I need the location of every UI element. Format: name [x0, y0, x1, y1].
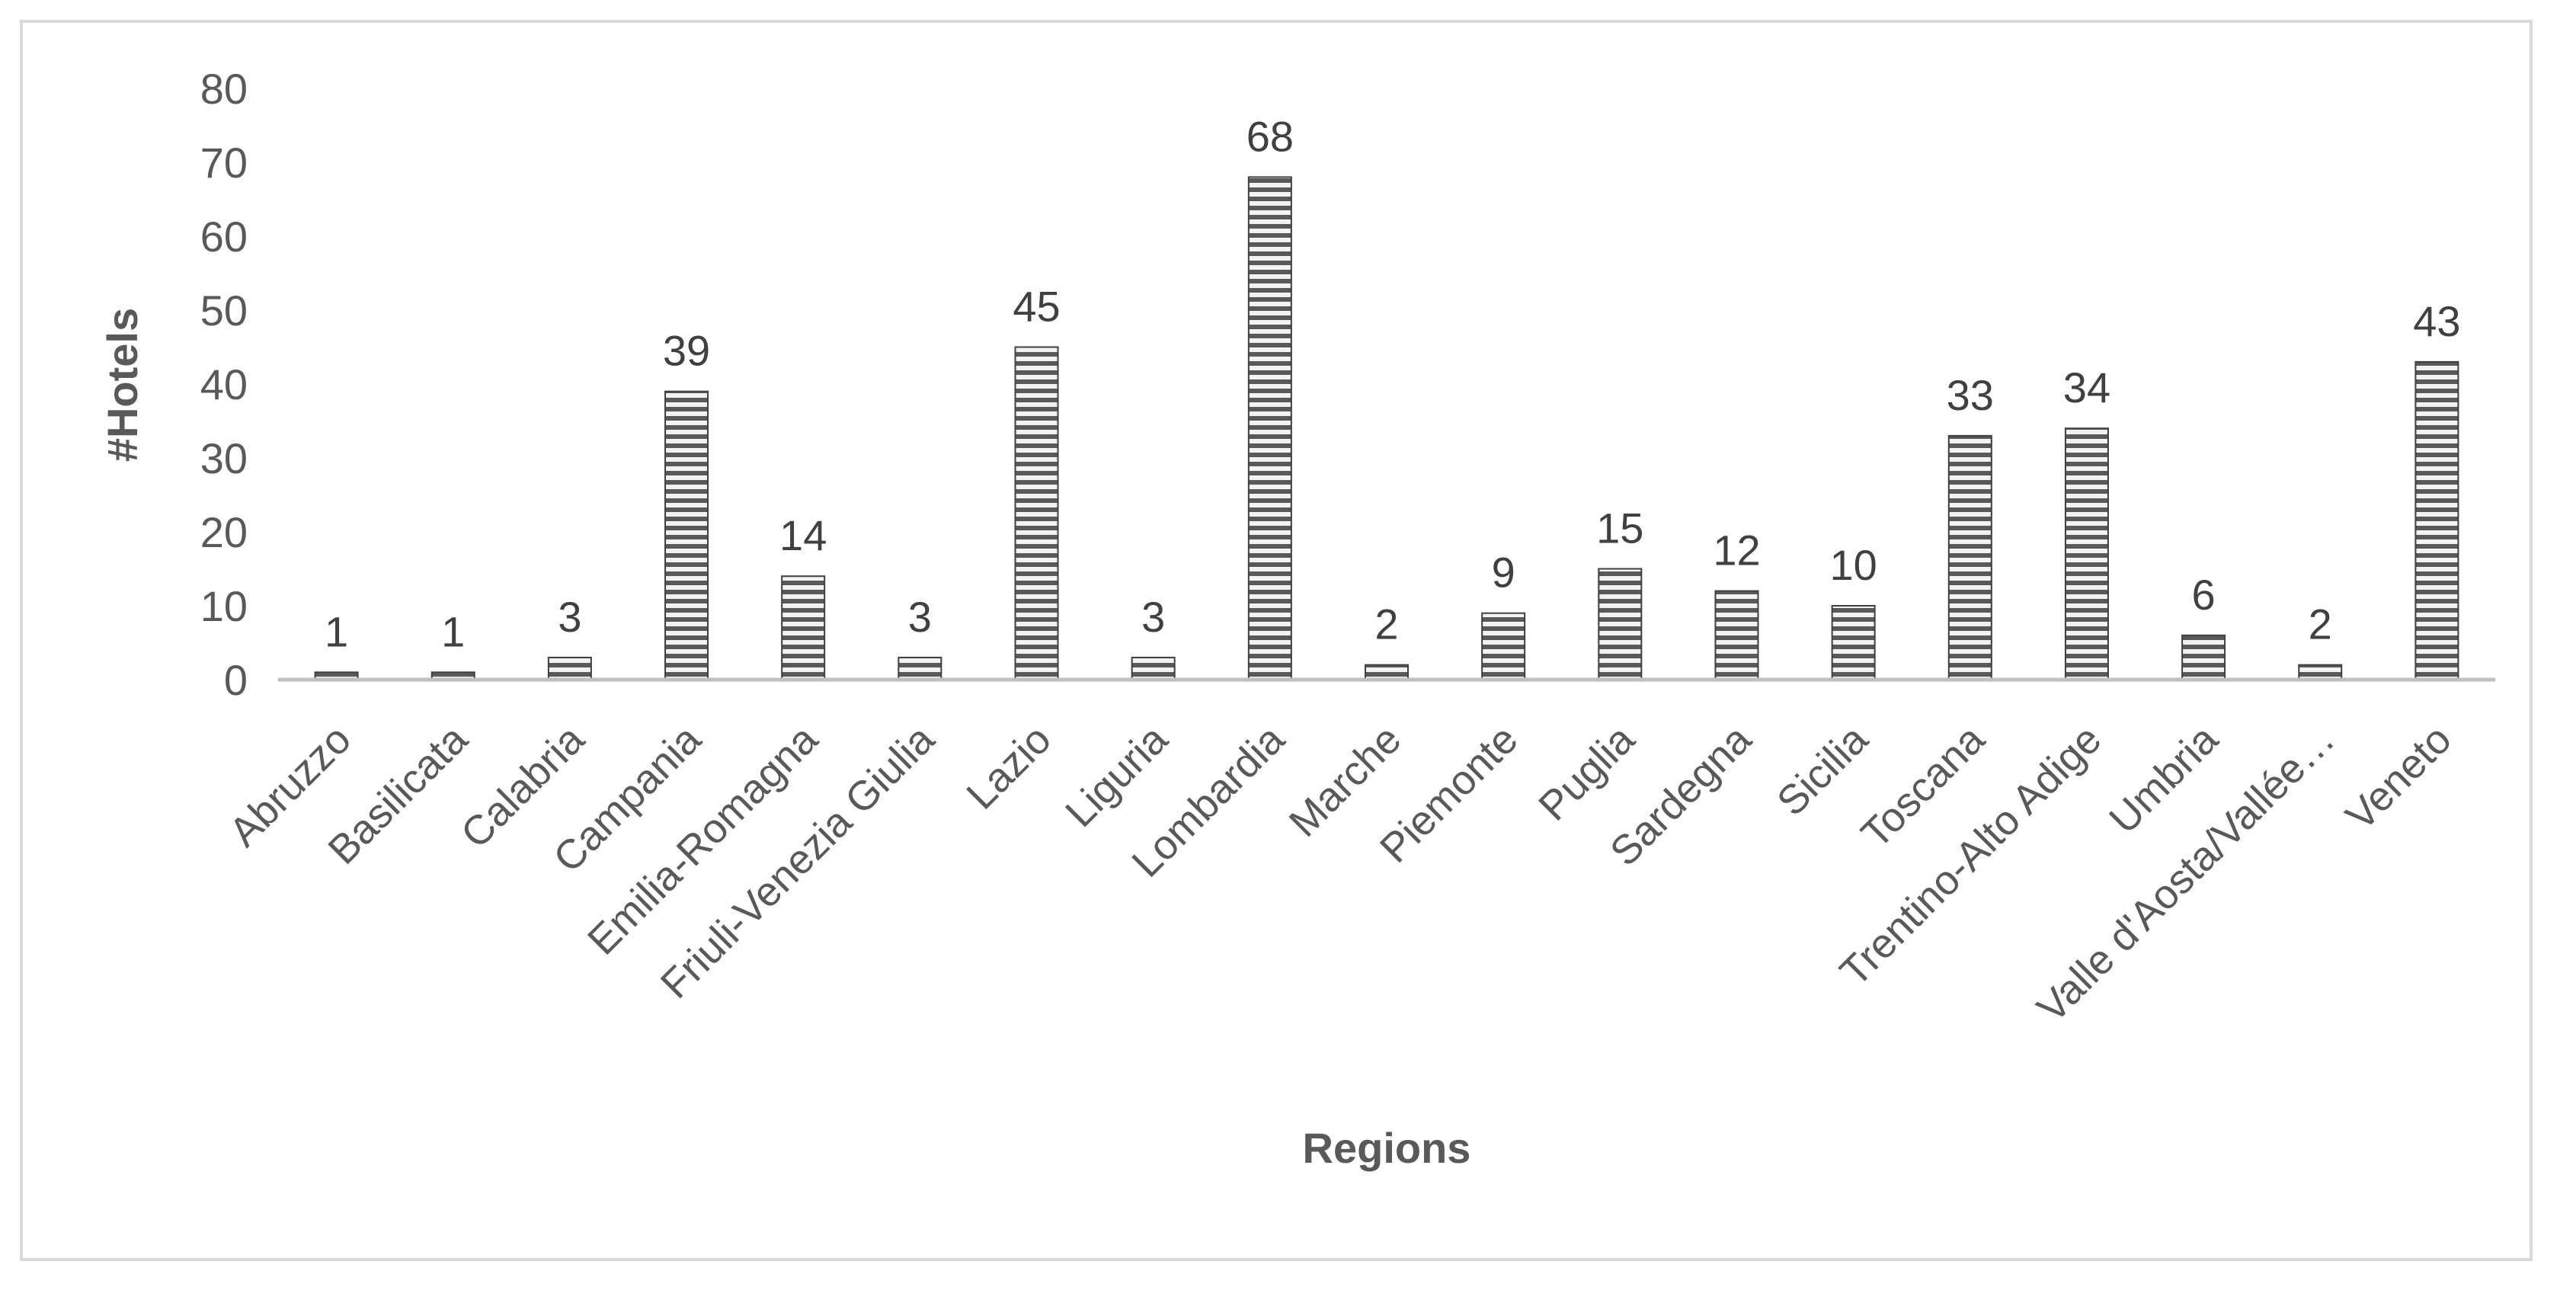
data-label: 3 — [1141, 593, 1165, 641]
bar-friuli-venezia-giulia — [898, 656, 942, 681]
bars — [314, 176, 2459, 681]
y-tick-label: 10 — [200, 582, 248, 630]
data-label: 10 — [1829, 541, 1877, 589]
bar-puglia — [1598, 568, 1643, 680]
category-labels: AbruzzoBasilicataCalabriaCampaniaEmilia-… — [221, 715, 2460, 1031]
bar-lazio — [1014, 346, 1059, 680]
data-label: 6 — [2192, 571, 2216, 619]
chart-frame: 0 10 20 30 40 50 60 70 80 1 1 3 39 14 3 45 3 68 2 9 15 12 10 3… — [20, 20, 2533, 1261]
bar-veneto — [2414, 360, 2459, 680]
bar-valle-d-aosta-vall-e — [2298, 664, 2343, 680]
y-tick-label: 80 — [200, 65, 248, 113]
data-label: 3 — [558, 593, 581, 641]
data-label: 2 — [1374, 600, 1398, 648]
y-tick-label: 60 — [200, 213, 248, 261]
y-tick-label: 70 — [200, 139, 248, 187]
data-label: 1 — [441, 607, 465, 655]
bar-liguria — [1131, 656, 1176, 681]
data-label: 2 — [2309, 600, 2332, 648]
x-tick-label: Veneto — [2338, 716, 2460, 839]
data-label: 12 — [1713, 527, 1760, 575]
bar-marche — [1365, 664, 1409, 680]
bar-calabria — [547, 656, 592, 681]
bar-lombardia — [1247, 176, 1292, 680]
x-tick-label: Puglia — [1530, 715, 1643, 829]
bar-campania — [664, 390, 709, 680]
bar-trentino-alto-adige — [2064, 427, 2109, 680]
data-label: 3 — [908, 593, 932, 641]
bar-toscana — [1947, 434, 1992, 681]
data-label: 14 — [779, 511, 827, 559]
data-labels: 1 1 3 39 14 3 45 3 68 2 9 15 12 10 33 34 6 2 43 — [325, 112, 2461, 655]
bar-piemonte — [1481, 612, 1526, 681]
data-label: 1 — [325, 607, 348, 655]
bar-emilia-romagna — [781, 575, 826, 681]
y-tick-label: 20 — [200, 508, 248, 556]
data-label: 68 — [1246, 112, 1294, 160]
data-label: 45 — [1013, 283, 1060, 331]
y-tick-label: 50 — [200, 286, 248, 335]
data-label: 15 — [1596, 504, 1643, 552]
data-label: 34 — [2063, 363, 2110, 411]
x-axis-title: Regions — [1303, 1124, 1471, 1172]
bar-sardegna — [1714, 590, 1759, 680]
data-label: 33 — [1947, 371, 1994, 419]
y-tick-label: 30 — [200, 434, 248, 482]
data-label: 43 — [2413, 297, 2460, 345]
y-tick-label: 0 — [224, 656, 248, 704]
y-axis-title: #Hotels — [98, 308, 146, 462]
bar-umbria — [2181, 634, 2226, 680]
data-label: 39 — [663, 327, 710, 375]
bar-chart: 0 10 20 30 40 50 60 70 80 1 1 3 39 14 3 45 3 68 2 9 15 12 10 3… — [98, 65, 2495, 1172]
bar-sicilia — [1831, 605, 1876, 680]
x-tick-label: Sicilia — [1768, 715, 1877, 824]
data-label: 9 — [1492, 549, 1515, 597]
x-tick-label: Lazio — [958, 716, 1060, 818]
y-tick-label: 40 — [200, 360, 248, 408]
y-axis-ticks: 0 10 20 30 40 50 60 70 80 — [200, 65, 248, 704]
